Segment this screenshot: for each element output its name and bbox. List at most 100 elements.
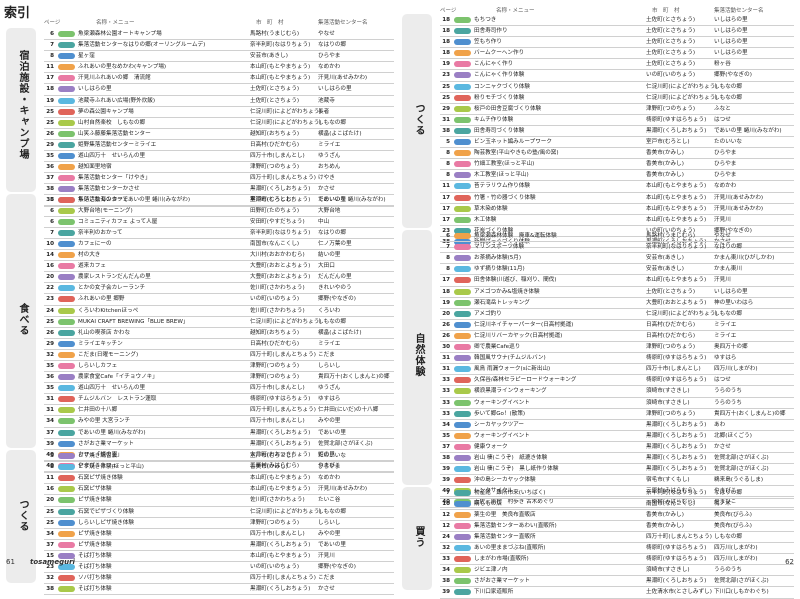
- table-row[interactable]: 32 ソバ打ち体験 四万十町(しまんとちょう) こだま: [44, 573, 394, 585]
- table-row[interactable]: 29 ミライエキッチン 日高村(ひだかむら) ミライエ: [44, 339, 394, 350]
- table-row[interactable]: 37 ピザ焼き体験 黒潮町(くろしおちょう) であいの里: [44, 540, 394, 551]
- table-row[interactable]: 38 そば打ち体験 黒潮町(くろしおちょう) かさせ: [44, 584, 394, 596]
- table-row[interactable]: 24 集落活動センター直販所 四万十町(しまんとちょう) しもなの郷: [440, 532, 794, 544]
- table-row[interactable]: 17 竹箸・竹の器づくり体験 本山町(もとやまちょう) 汗見川(あせみかわ): [440, 193, 794, 204]
- table-row[interactable]: 7 物産館 難所市来(いちばく) 奈半利町(なはりちょう) なはりの郷: [440, 488, 794, 499]
- table-row[interactable]: 12 集落活動センターあわい(直販所) 香美市(かみし) 美良布(びらふ): [440, 521, 794, 532]
- table-row[interactable]: 33 久保谷/森林セラピーロードウォーキング 梼原町(ゆすはらちょう) はつせ: [440, 375, 794, 387]
- table-row[interactable]: 26 山笑ふ藤藤集落活動センター 越知町(おちちょう) 横畠(よこばたけ): [44, 129, 394, 140]
- table-row[interactable]: 26 仁淀川リバーカヤック(日高村拠運) 日高村(ひだかむら) ミライエ: [440, 331, 794, 343]
- table-row[interactable]: 25 夢の森公園キャンプ場 仁淀川町(によどがわちょう) 長者: [44, 107, 394, 118]
- table-row[interactable]: 38 岩山 棲(こうぞ) 紙漉き体験 黒潮町(くろしおちょう) 佐賀北部(さがほくぶ): [440, 453, 794, 465]
- table-row[interactable]: 17 木工体験 本山町(もとやまちょう) 汗見川: [440, 215, 794, 226]
- table-row[interactable]: 25 MUKAI CRAFT BREWING「BLUE BREW」 仁淀川町(によど…: [44, 317, 394, 328]
- table-row[interactable]: 37 であいの里 蜷川(みながわ) 黒潮町(くろしおちょう) であいの里: [44, 428, 394, 439]
- table-row[interactable]: 38 田舎寿司づくり体験 黒潮町(くろしおちょう) であいの里 蜷川(みながわ): [440, 126, 794, 138]
- table-row[interactable]: 10 購ももの店 南国市(なんこくし) 梅ノ木: [440, 499, 794, 510]
- table-row[interactable]: 16 遊来カフェ 大豊町(おおとよちょう) 大田口: [44, 261, 394, 273]
- table-row[interactable]: 39 さがおさ業マーケット 黒潮町(くろしおちょう) 佐賀北部(さがほくぶ): [44, 439, 394, 450]
- table-row[interactable]: 35 遊山四万十 せいらんの里 四万十市(しまんとし) ゆうざん: [44, 383, 394, 395]
- table-row[interactable]: 10 カフェにーの 南国市(なんこくし) 仁ノ万葉の里: [44, 239, 394, 251]
- table-row[interactable]: 8 お茶摘み体験(5月) 安芸市(あきし) かまん東川(ひがしかわ): [440, 253, 794, 265]
- table-row[interactable]: 11 ふれあいの里なめかわ(キャンプ場) 本山町(もとやまちょう) なめかわ: [44, 62, 394, 74]
- table-row[interactable]: 11 苔テラリウム作り体験 本山町(もとやまちょう) なめかわ: [440, 181, 794, 193]
- table-row[interactable]: 25 石窯でピザづくり体験 仁淀川町(によどがわちょう) しもなの郷: [44, 507, 394, 518]
- table-row[interactable]: 35 ウォーキングイベント 黒潮町(くろしおちょう) 北郷(ほくごう): [440, 431, 794, 442]
- table-row[interactable]: 18 田舎寿司作り 土佐町(とさちょう) いしはらの里: [440, 26, 794, 38]
- table-row[interactable]: 8 ゆず摘り体験(11月) 安芸市(あきし) かまん東川: [440, 264, 794, 276]
- table-row[interactable]: 35 遊山四万十 せいらんの里 四万十市(しまんとし) ゆうざん: [44, 151, 394, 163]
- table-row[interactable]: 34 ジビエ津ノ内 須崎市(すさきし) うらのうち: [440, 565, 794, 577]
- table-row[interactable]: 18 もちつき 土佐町(とさちょう) いしはらの里: [440, 15, 794, 27]
- table-row[interactable]: 25 しらいしピザ焼き体験 津野町(つのちょう) しらいし: [44, 518, 394, 529]
- table-row[interactable]: 39 下川口家道販所 土佐清水市(とさしみずし) 下川口(しもかわぐち): [440, 587, 794, 599]
- table-row[interactable]: 7 奈半利のおかって 奈半利町(なはりちょう) なはりの郷: [44, 228, 394, 239]
- table-row[interactable]: 8 陶芸教室(平山やきもの塾/風の窯) 香美市(かみし) ひらやま: [440, 148, 794, 160]
- table-row[interactable]: 34 シーカヤックツアー 黒潮町(くろしおちょう) あわ: [440, 420, 794, 431]
- table-row[interactable]: 18 バームクーヘン作り 土佐町(とさちょう) いしはらの里: [440, 48, 794, 60]
- table-row[interactable]: 25 コンニャクづくり体験 仁淀川町(によどがわちょう) しもなの郷: [440, 82, 794, 93]
- table-row[interactable]: 31 チムジルバン レストラン蓮取 梼原町(ゆすはらちょう) ゆすはら: [44, 394, 394, 406]
- table-row[interactable]: 17 田舎体験(川遊び、稲刈り、間伐) 本山町(もとやまちょう) 汗見川: [440, 275, 794, 287]
- table-row[interactable]: 39 岩山 棲(こうぞ) 黒し紙作り体験 黒潮町(くろしおちょう) 佐賀北部(さがほく…: [440, 464, 794, 476]
- table-row[interactable]: 23 ふれあいの里 郷野 いの町(いのちょう) 郷野(やなぎの): [44, 294, 394, 306]
- table-row[interactable]: 15 そば打ち体験 本山町(もとやまちょう) 汗見川: [44, 551, 394, 563]
- table-row[interactable]: 36 越知面里地宿 津野町(つのちょう) おちめん: [44, 162, 394, 174]
- table-row[interactable]: 23 花炭づくり体験 いの町(いのちょう) 郷野(やなぎの): [440, 226, 794, 237]
- table-row[interactable]: 32 こだま(日曜モーニング) 四万十町(しまんとちょう) こだま: [44, 350, 394, 361]
- table-row[interactable]: 35 しらいしカフェ 津野町(つのちょう) しらいし: [44, 361, 394, 373]
- table-row[interactable]: 33 歩いて郷Go！(散策) 津野町(つのちょう) 貴四万十(おくしまんと)の郷: [440, 409, 794, 420]
- table-row[interactable]: 6 大野台地(モーニング) 田野町(たのちょう) 大野台地: [44, 206, 394, 217]
- table-row[interactable]: 5 ピザ焼き講習会 室戸市(むろとし) たのいいな: [44, 451, 394, 463]
- table-row[interactable]: 34 ピザ焼き体験 四万十市(しまんとし) みやの里: [44, 529, 394, 540]
- table-row[interactable]: 30 卿で農業Cafe巡り 津野町(つのちょう) 奥四万十の郷: [440, 342, 794, 354]
- table-row[interactable]: 8 木工教室(ほっと平山) 香美市(かみし) ひらやま: [440, 170, 794, 182]
- table-row[interactable]: 31 仁井田の十八郷 四万十町(しまんとちょう) 仁井田(にいだ)の十八郷: [44, 405, 394, 417]
- table-row[interactable]: 8 ピザ焼き体験(ほっと平山) 香美市(かみし) ひらやま: [44, 462, 394, 474]
- table-row[interactable]: 19 池蔵寺ふれあい広場(野外炊飯) 土佐町(とさちょう) 池蔵寺: [44, 96, 394, 107]
- table-row[interactable]: 11 石窯ピザ焼き体験 本山町(もとやまちょう) なめかわ: [44, 473, 394, 485]
- table-row[interactable]: 36 農家食堂Cafe「イチョウノキ」 津野町(つのちょう) 貴四万十(おくしまんと)…: [44, 372, 394, 384]
- table-row[interactable]: 25 粉りモチづくり体験 仁淀川町(によどがわちょう) しもなの郷: [440, 93, 794, 104]
- table-row[interactable]: 33 しまがわ市場(直販所) 梼原町(ゆすはらちょう) 四万川(しまがわ): [440, 554, 794, 566]
- table-row[interactable]: 6 魚梁瀬森林体験 廃車&運転体験 馬路村(うまじむら) やなせ: [440, 231, 794, 243]
- table-row[interactable]: 38 さがおさ業マーケット 黒潮町(くろしおちょう) 佐賀北部(さがほくぶ): [440, 576, 794, 588]
- table-row[interactable]: 33 横浪黒潮ラインウォーキング 須崎市(すさきし) うらのうち: [440, 386, 794, 398]
- table-row[interactable]: 33 ウォーキングイベント 須崎市(すさきし) うらのうち: [440, 398, 794, 409]
- table-row[interactable]: 7 マリンスポーツ体験 奈半利町(なはりちょう) なはりの郷: [440, 242, 794, 254]
- table-row[interactable]: 6 コミュニティカフェ よって人屋 安田町(やすだちょう) 中山: [44, 217, 394, 228]
- table-row[interactable]: 19 瀬石滝岳トレッキング 大豊町(おおとよちょう) 神の里いわはら: [440, 298, 794, 309]
- table-row[interactable]: 8 星ヶ窪 安芸市(あきし) ひらやま: [44, 51, 394, 63]
- table-row[interactable]: 25 山村自然楽校 しもなの郷 仁淀川町(によどがわちょう) しもなの郷: [44, 118, 394, 129]
- table-row[interactable]: 8 竹細工教室(ほっと平山) 香美市(かみし) ひらやま: [440, 159, 794, 171]
- table-row[interactable]: 32 あいの里ままづぶね(直販所) 梼原町(ゆすはらちょう) 四万川(しまがわ): [440, 543, 794, 555]
- table-row[interactable]: 6 魚梁瀬森林公園オートキャンプ場 馬路村(うまじむら) やなせ: [44, 29, 394, 41]
- table-row[interactable]: 31 キムチ作り体験 梼原町(ゆすはらちょう) はつせ: [440, 115, 794, 126]
- table-row[interactable]: 18 いしはらの里 土佐町(とさちょう) いしはらの里: [44, 84, 394, 96]
- table-row[interactable]: 31 韓国風サウナ(チムジルバン) 梼原町(ゆすはらちょう) ゆすはら: [440, 353, 794, 365]
- table-row[interactable]: 38 集落活動センターかさせ 黒潮町(くろしおちょう) かさせ: [44, 184, 394, 196]
- table-row[interactable]: 5 ビン玉ネット編みループワーク 室戸市(むろとし) たのいいな: [440, 137, 794, 149]
- table-row[interactable]: 29 姫野集落活動センターミライエ 日高村(ひだかむら) ミライエ: [44, 140, 394, 152]
- table-row[interactable]: 26 仁淀川ネイチャーパーター(日高村拠運) 日高村(ひだかむら) ミライエ: [440, 320, 794, 331]
- table-row[interactable]: 39 沖の島シーカヤック体験 宿毛市(すくもし) 鵜来島(うぐるしま): [440, 475, 794, 487]
- table-row[interactable]: 34 みやの里 大宮ランチ 四万十市(しまんとし) みやの里: [44, 416, 394, 428]
- table-row[interactable]: 5 ちいさな海のカフェ 室戸市(むろとし) たのいいな: [44, 195, 394, 206]
- table-row[interactable]: 12 薬生の里 美良布直販店 香美市(かみし) 美良布(びらふ): [440, 510, 794, 521]
- table-row[interactable]: 17 汗見川ふれあいの郷 清流館 本山町(もとやまちょう) 汗見川(あせみかわ): [44, 73, 394, 85]
- table-row[interactable]: 22 とかの女子会カレーランチ 佐川町(さかわちょう) きれいやのう: [44, 283, 394, 295]
- table-row[interactable]: 20 アメゴ釣り 仁淀川町(によどがわちょう) しもなの郷: [440, 309, 794, 320]
- table-row[interactable]: 19 こんにゃく作り 土佐町(とさちょう) 粉ヶ谷: [440, 59, 794, 71]
- table-row[interactable]: 29 桜戸の田舎豆腐づくり体験 津野町(つのちょう) ふなと: [440, 104, 794, 115]
- table-row[interactable]: 18 アメゴつかみ&塩焼き体験 土佐町(とさちょう) いしはらの里: [440, 287, 794, 298]
- table-row[interactable]: 20 農家レストランだんだんの里 大豊町(おおとよちょう) だんだんの里: [44, 272, 394, 284]
- table-row[interactable]: 16 石窯ピザ体験 本山町(もとやまちょう) 汗見川(あせみかわ): [44, 484, 394, 496]
- table-row[interactable]: 23 こんにゃく作り体験 いの町(いのちょう) 郷野(やなぎの): [440, 70, 794, 82]
- table-row[interactable]: 24 くろいわKitchenほっぺ 佐川町(さかわちょう) くろいわ: [44, 306, 394, 317]
- table-row[interactable]: 18 笠もち作り 土佐町(とさちょう) いしはらの里: [440, 37, 794, 49]
- table-row[interactable]: 20 ピザ焼き体験 佐川町(さかわちょう) たいこ谷: [44, 495, 394, 507]
- table-row[interactable]: 31 風鳥 雨漏ウォーク(sに新出山) 四万十市(しまんとし) 四万川(しまがわ): [440, 364, 794, 376]
- table-row[interactable]: 37 集落活動センター「けやき」 四万十町(しまんとちょう) けやき: [44, 173, 394, 185]
- table-row[interactable]: 7 集落活動センターなはりの郷(オーリングルームデ) 奈半利町(なはりちょう) なはり…: [44, 40, 394, 52]
- table-row[interactable]: 17 草木染め体験 本山町(もとやまちょう) 汗見川(あせみかわ): [440, 204, 794, 215]
